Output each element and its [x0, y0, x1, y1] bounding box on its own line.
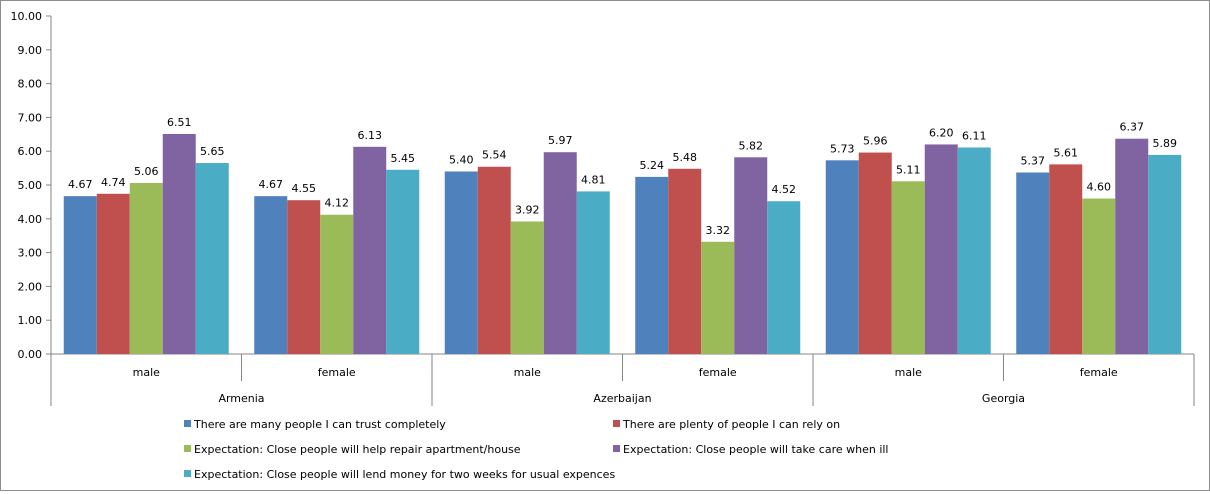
y-tick-label: 8.00: [18, 78, 43, 91]
data-label: 4.60: [1087, 181, 1112, 194]
data-label: 5.65: [200, 145, 225, 158]
data-label: 5.40: [449, 153, 474, 166]
y-tick-label: 1.00: [18, 314, 43, 327]
bar: [320, 214, 354, 354]
bar: [858, 152, 892, 354]
bar: [477, 166, 511, 354]
data-label: 4.67: [68, 178, 93, 191]
bar: [1148, 154, 1182, 354]
x-category-label: female: [318, 366, 356, 379]
bar: [353, 146, 387, 354]
data-label: 5.97: [548, 134, 573, 147]
legend-swatch: [184, 420, 191, 427]
bar: [129, 182, 163, 354]
y-tick-label: 10.00: [11, 10, 43, 23]
bar: [162, 133, 196, 354]
data-label: 5.61: [1054, 146, 1079, 159]
data-label: 5.37: [1021, 154, 1046, 167]
data-label: 4.74: [101, 176, 126, 189]
data-label: 6.11: [962, 129, 987, 142]
bar: [195, 163, 229, 354]
legend-label: Expectation: Close people will lend mone…: [194, 468, 615, 481]
bar: [543, 152, 577, 354]
data-label: 5.82: [739, 139, 764, 152]
y-tick-label: 3.00: [18, 247, 43, 260]
bar: [287, 200, 321, 354]
data-label: 5.73: [830, 142, 855, 155]
bar: [635, 176, 669, 354]
data-label: 6.37: [1120, 121, 1145, 134]
bar: [891, 181, 925, 354]
y-tick-label: 0.00: [18, 348, 43, 361]
legend-label: Expectation: Close people will help repa…: [194, 443, 521, 456]
data-label: 6.13: [358, 129, 383, 142]
data-label: 3.32: [706, 224, 731, 237]
legend-label: There are many people I can trust comple…: [193, 418, 446, 431]
legend-swatch: [184, 470, 191, 477]
y-tick-label: 7.00: [18, 111, 43, 124]
data-label: 3.92: [515, 204, 540, 217]
data-label: 5.48: [673, 151, 698, 164]
legend-swatch: [613, 420, 620, 427]
x-group-label: Georgia: [982, 392, 1025, 405]
data-label: 4.55: [292, 182, 317, 195]
bar: [767, 201, 801, 354]
y-tick-label: 6.00: [18, 145, 43, 158]
legend-swatch: [613, 445, 620, 452]
x-category-label: male: [133, 366, 161, 379]
y-tick-label: 9.00: [18, 44, 43, 57]
data-label: 5.54: [482, 149, 507, 162]
bar: [701, 241, 735, 354]
x-category-label: female: [699, 366, 737, 379]
bar: [1115, 138, 1149, 354]
data-label: 4.52: [772, 183, 797, 196]
y-tick-label: 5.00: [18, 179, 43, 192]
x-category-label: male: [895, 366, 923, 379]
x-group-label: Armenia: [218, 392, 264, 405]
bar: [386, 169, 420, 354]
y-tick-label: 2.00: [18, 280, 43, 293]
data-label: 5.96: [863, 135, 888, 148]
bar: [1082, 198, 1116, 354]
bar: [924, 144, 958, 354]
bar: [444, 171, 478, 354]
bar: [63, 196, 97, 354]
bar: [1016, 172, 1050, 354]
x-category-label: male: [514, 366, 542, 379]
bar: [734, 157, 768, 354]
bar: [825, 160, 859, 354]
data-label: 5.11: [896, 163, 921, 176]
legend-swatch: [184, 445, 191, 452]
bar: [957, 147, 991, 354]
data-label: 4.12: [325, 197, 350, 210]
data-label: 5.89: [1153, 137, 1178, 150]
bar: [576, 191, 610, 354]
bar: [96, 193, 130, 354]
y-tick-label: 4.00: [18, 213, 43, 226]
data-label: 5.45: [391, 152, 416, 165]
data-label: 4.67: [259, 178, 284, 191]
x-group-label: Azerbaijan: [593, 392, 651, 405]
data-label: 6.20: [929, 126, 954, 139]
legend-label: Expectation: Close people will take care…: [623, 443, 889, 456]
data-label: 5.06: [134, 165, 159, 178]
data-label: 6.51: [167, 116, 192, 129]
data-label: 5.24: [640, 159, 665, 172]
x-category-label: female: [1080, 366, 1118, 379]
bar: [254, 196, 288, 354]
bar: [1049, 164, 1083, 354]
bar: [510, 221, 544, 354]
legend-label: There are plenty of people I can rely on: [622, 418, 840, 431]
data-label: 4.81: [581, 173, 606, 186]
bar: [668, 168, 702, 354]
